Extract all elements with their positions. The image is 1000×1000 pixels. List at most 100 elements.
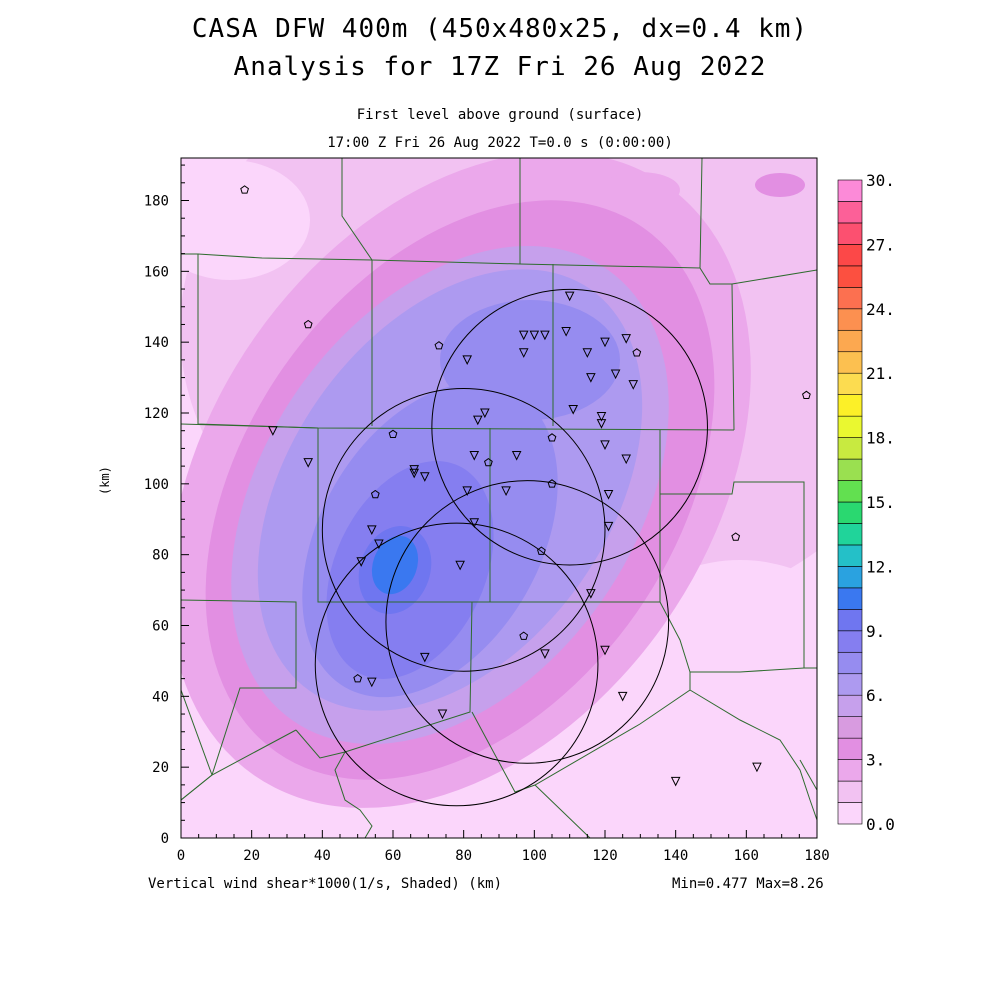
station-triangle-9 (462, 355, 473, 365)
map-title: CASA DFW 400m (450x480x25, dx=0.4 km) (191, 14, 809, 44)
contour-band-2-north (600, 172, 680, 208)
time-subtitle: 17:00 Z Fri 26 Aug 2022 T=0.0 s (0:00:00… (327, 135, 673, 151)
colorbar-label-0: 0.0 (866, 815, 895, 834)
colorbar-swatch-13 (837, 544, 863, 567)
station-pentagon-7 (484, 457, 493, 467)
station-pentagon-9 (370, 489, 380, 499)
contour-band-1-gap (181, 160, 310, 280)
contour-band-9 (371, 535, 419, 595)
min-max-readout: Min=0.477 Max=8.26 (672, 876, 824, 892)
colorbar-swatch-1 (837, 802, 863, 825)
level-subtitle: First level above ground (surface) (356, 107, 644, 123)
colorbar-label-8: 24. (866, 300, 895, 319)
colorbar-label-2: 6. (866, 686, 885, 705)
colorbar-label-3: 9. (866, 622, 885, 641)
station-triangle-13 (628, 380, 639, 390)
station-triangle-37 (455, 560, 465, 571)
station-triangle-38 (419, 652, 430, 663)
station-markers (240, 185, 811, 787)
colorbar-swatch-3 (837, 759, 863, 782)
colorbar-label-4: 12. (866, 557, 895, 576)
colorbar-swatch-26 (837, 265, 863, 288)
station-triangle-19 (511, 451, 522, 461)
station-triangle-14 (568, 404, 579, 415)
station-triangle-16 (480, 408, 490, 419)
colorbar-swatch-20 (837, 394, 863, 417)
station-triangle-35 (356, 557, 367, 567)
radar-ring-2 (431, 288, 708, 566)
x-tick-label-0: 0 (177, 848, 185, 864)
county-line-e3 (660, 481, 817, 669)
station-pentagon-8 (547, 479, 557, 488)
river-boundary (334, 751, 373, 838)
station-triangle-4 (518, 330, 529, 341)
x-tick-label-100: 100 (522, 848, 547, 864)
y-tick-label-140: 140 (144, 335, 169, 351)
colorbar-swatch-29 (837, 201, 863, 224)
station-triangle-30 (603, 489, 614, 500)
station-triangle-26 (600, 440, 610, 450)
shaded-field (181, 158, 817, 838)
station-triangle-24 (268, 426, 278, 436)
station-pentagon-4 (632, 348, 642, 357)
station-triangle-18 (596, 419, 607, 429)
station-triangle-44 (670, 776, 681, 787)
colorbar-swatch-10 (837, 609, 863, 632)
station-triangle-22 (409, 468, 420, 479)
y-tick-label-0: 0 (161, 831, 169, 847)
axes: 0 20 40 60 80 100 120 140 160 180 0 20 40 60 80 100 120 1… (144, 164, 830, 864)
y-tick-label-40: 40 (152, 689, 169, 705)
colorbar-swatch-5 (837, 716, 863, 739)
station-triangle-6 (582, 348, 593, 358)
station-triangle-1 (564, 291, 575, 302)
county-line-s4 (534, 784, 591, 838)
station-pentagon-2 (303, 319, 313, 329)
county-line-n2 (341, 158, 373, 261)
radar-ring-1 (314, 522, 599, 807)
station-triangle-32 (366, 525, 377, 535)
colorbar-swatch-21 (837, 372, 863, 395)
colorbar-swatch-12 (837, 566, 863, 589)
station-triangle-5 (518, 348, 529, 358)
colorbar-swatch-2 (837, 780, 863, 803)
y-tick-label-180: 180 (144, 194, 169, 210)
colorbar-label-6: 18. (866, 429, 895, 448)
y-tick-label-120: 120 (144, 406, 169, 422)
county-line-s2 (181, 729, 297, 801)
station-pentagon-5 (547, 433, 557, 442)
x-tick-label-160: 160 (734, 848, 759, 864)
station-pentagon-1 (240, 185, 249, 194)
county-line-e1 (699, 267, 735, 431)
colorbar-swatch-14 (837, 523, 863, 546)
contour-band-3-ne (755, 173, 805, 197)
colorbar-label-5: 15. (866, 493, 895, 512)
colorbar-swatch-24 (837, 308, 863, 331)
x-tick-label-60: 60 (385, 848, 402, 864)
station-triangle-23 (419, 472, 430, 482)
station-triangle-3 (540, 330, 550, 341)
colorbar-swatch-16 (837, 480, 863, 503)
county-line-se2 (799, 759, 817, 791)
x-tick-label-120: 120 (592, 848, 617, 864)
x-tick-label-20: 20 (243, 848, 260, 864)
station-pentagon-10 (537, 546, 546, 555)
station-triangle-11 (610, 369, 621, 380)
colorbar-swatch-4 (837, 737, 863, 760)
field-label: Vertical wind shear*1000(1/s, Shaded) (k… (148, 876, 503, 892)
county-line-n1 (197, 158, 703, 269)
colorbar-swatch-28 (837, 222, 863, 245)
station-triangle-28 (462, 486, 473, 497)
county-line-e2 (731, 269, 817, 285)
y-tick-label-60: 60 (152, 619, 169, 635)
x-tick-label-40: 40 (314, 848, 331, 864)
colorbar-swatch-8 (837, 651, 863, 675)
colorbar-swatch-17 (837, 458, 863, 481)
colorbar-swatch-6 (837, 694, 863, 717)
station-pentagon-12 (519, 631, 529, 640)
y-tick-label-80: 80 (152, 548, 169, 564)
county-boundaries (181, 158, 817, 838)
county-line-w3 (181, 689, 213, 776)
station-triangle-39 (540, 649, 550, 659)
county-line-se (689, 689, 817, 821)
colorbar-label-7: 21. (866, 364, 895, 383)
